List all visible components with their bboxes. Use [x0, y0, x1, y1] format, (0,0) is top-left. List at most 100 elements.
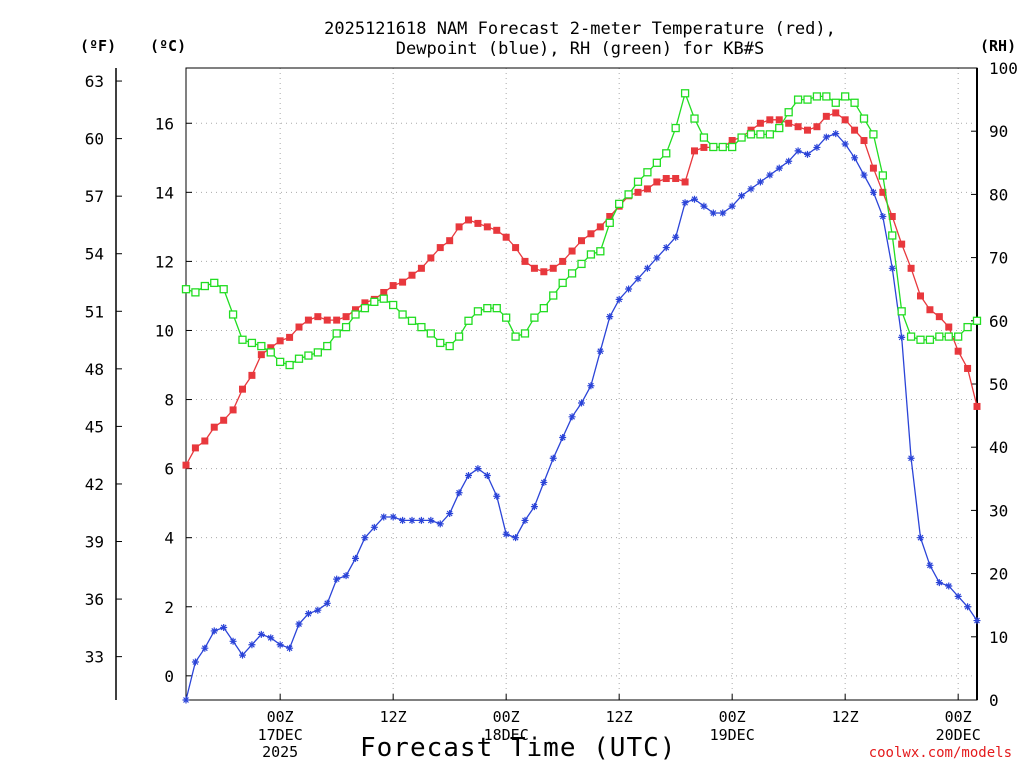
axes: 33 36 39 42 45 48 51 54 57 60 63 0 2 4 6 8 10 12 14 16 0 10 20…: [85, 59, 1018, 761]
temperature-point: [323, 316, 331, 324]
temperature-point: [427, 254, 435, 262]
rh-tick-label: 10: [989, 628, 1008, 647]
celsius-tick-label: 14: [155, 183, 174, 202]
rh-point: [520, 329, 530, 338]
dewpoint-point: [380, 513, 388, 521]
temperature-point: [926, 306, 934, 314]
dewpoint-point: [417, 516, 425, 524]
rh-tick-label: 70: [989, 249, 1008, 268]
rh-point: [831, 98, 840, 107]
rh-unit-label: (RH): [980, 37, 1017, 55]
rh-point: [445, 341, 454, 351]
temperature-point: [559, 257, 567, 265]
rh-point: [925, 335, 935, 344]
dewpoint-point: [719, 209, 727, 217]
fahrenheit-unit-label: (ºF): [80, 37, 117, 55]
rh-point: [238, 335, 247, 344]
rh-point: [389, 300, 398, 310]
x-tick-label: 00Z: [267, 708, 294, 726]
rh-point: [803, 95, 812, 104]
rh-point: [191, 288, 200, 297]
dewpoint-point: [521, 516, 529, 524]
dewpoint-point: [352, 554, 359, 562]
rh-point: [228, 310, 238, 319]
rh-point: [464, 316, 473, 325]
rh-point: [370, 297, 379, 306]
dewpoint-point: [935, 579, 943, 587]
rh-point: [276, 357, 285, 367]
dewpoint-point: [926, 561, 934, 569]
dewpoint-point: [229, 637, 237, 645]
temperature-point: [851, 126, 859, 134]
temperature-point: [220, 416, 228, 424]
rh-point: [454, 332, 464, 341]
dewpoint-point: [954, 592, 962, 600]
dewpoint-point: [860, 171, 868, 179]
x-tick-label: 00Z: [719, 708, 746, 726]
temperature-point: [917, 292, 924, 300]
dewpoint-point: [587, 382, 595, 390]
rh-point: [888, 231, 897, 240]
rh-point: [699, 133, 709, 142]
temperature-point: [408, 271, 416, 279]
dewpoint-point: [662, 244, 670, 252]
rh-tick-label: 0: [989, 691, 999, 710]
temperature-point: [286, 333, 294, 341]
temperature-point: [483, 223, 491, 231]
dewpoint-point: [399, 516, 407, 524]
temperature-point: [267, 344, 275, 352]
fahrenheit-tick-label: 63: [85, 72, 104, 91]
temperature-point: [229, 406, 237, 414]
temperature-point: [606, 213, 614, 221]
dewpoint-point: [502, 530, 510, 538]
dewpoint-point: [210, 627, 218, 635]
temperature-point: [295, 323, 303, 331]
celsius-tick-label: 6: [164, 460, 174, 479]
dewpoint-point: [625, 285, 633, 293]
temperature-point: [860, 137, 868, 145]
dewpoint-point: [822, 133, 830, 141]
dewpoint-point: [869, 188, 877, 196]
rh-point: [765, 130, 774, 139]
dewpoint-point: [681, 199, 689, 207]
rh-tick-label: 50: [989, 375, 1008, 394]
rh-tick-label: 80: [989, 185, 1008, 204]
temperature-point: [954, 347, 962, 355]
rh-point: [596, 247, 605, 256]
rh-point: [200, 281, 209, 291]
dewpoint-point: [182, 696, 190, 704]
dewpoint-point: [276, 641, 284, 649]
temperature-point: [804, 126, 811, 134]
temperature-point: [446, 237, 454, 245]
dewpoint-point: [333, 575, 341, 583]
rh-point: [558, 278, 567, 288]
dewpoint-point: [446, 510, 454, 518]
dewpoint-point: [738, 192, 746, 200]
dewpoint-point: [841, 140, 849, 148]
temperature-point: [465, 216, 472, 224]
rh-point: [718, 142, 727, 152]
temperature-point: [634, 188, 642, 196]
rh-point: [549, 291, 558, 300]
dewpoint-point: [785, 157, 793, 165]
rh-point: [878, 171, 887, 180]
rh-point: [859, 114, 869, 123]
rh-point: [756, 130, 765, 139]
rh-point: [841, 92, 850, 101]
rh-point: [577, 259, 586, 269]
dewpoint-point: [898, 333, 906, 341]
temperature-point: [342, 313, 350, 321]
rh-point: [426, 329, 435, 338]
dewpoint-point: [813, 143, 821, 151]
dewpoint-point: [756, 178, 764, 186]
dewpoint-point: [615, 295, 623, 303]
rh-point: [181, 285, 191, 294]
dewpoint-line: [185, 132, 978, 701]
temperature-point: [436, 244, 444, 252]
rh-point: [963, 322, 972, 332]
dewpoint-point: [286, 644, 294, 652]
chart-subtitle: Dewpoint (blue), RH (green) for KB#S: [395, 39, 765, 59]
temperature-point: [794, 123, 802, 131]
temperature-point: [210, 423, 218, 431]
rh-point: [850, 98, 859, 107]
